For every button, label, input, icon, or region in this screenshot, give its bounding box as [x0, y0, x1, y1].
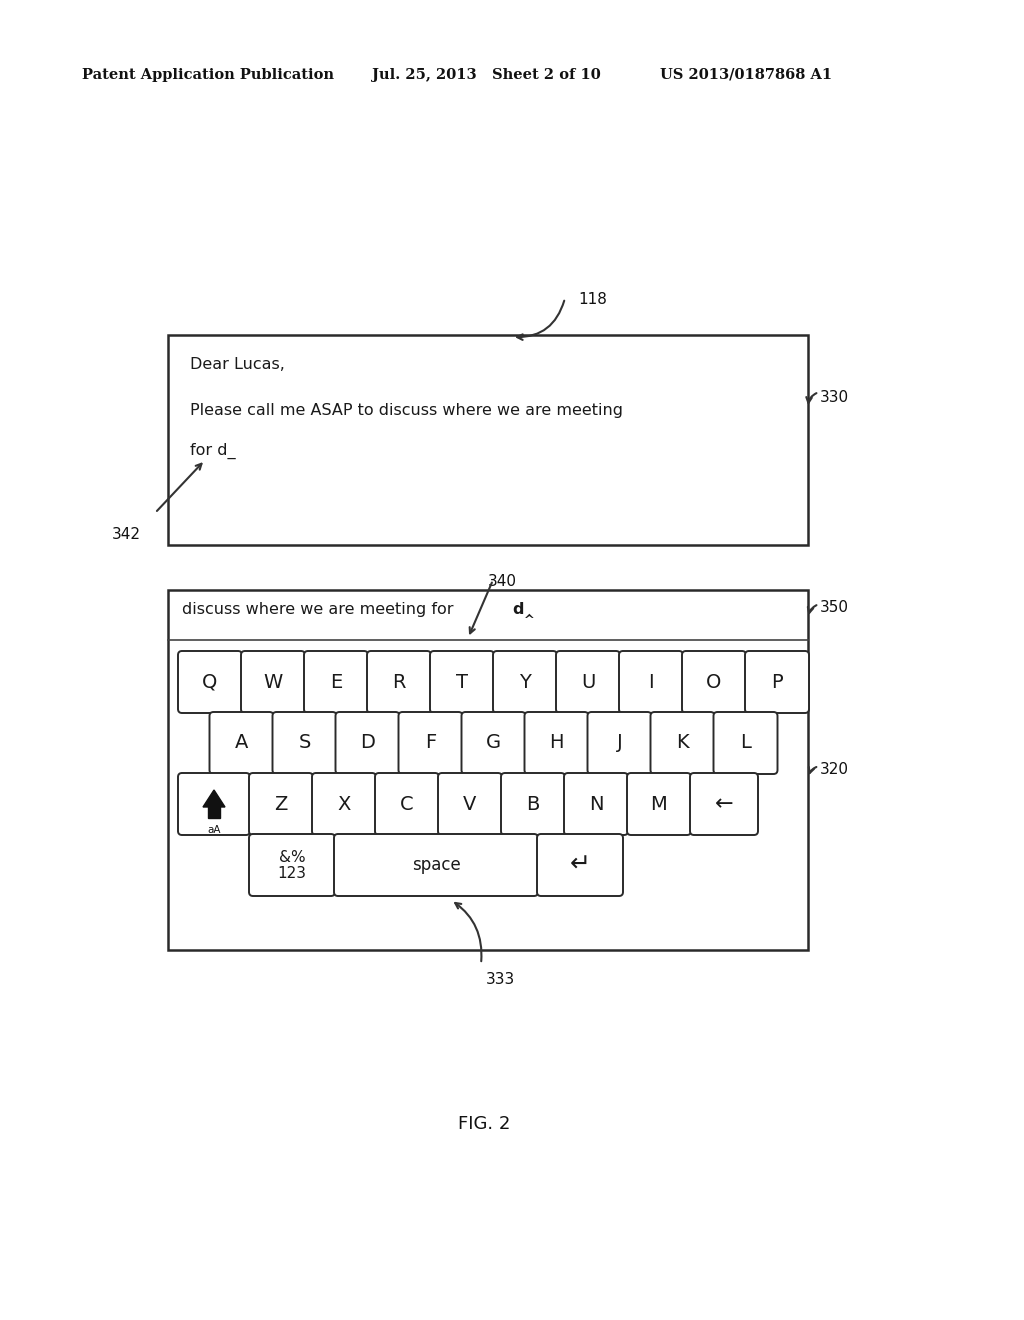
Text: W: W	[263, 672, 283, 692]
FancyBboxPatch shape	[334, 834, 538, 896]
Text: X: X	[337, 795, 350, 813]
Text: 118: 118	[578, 292, 607, 308]
Text: Please call me ASAP to discuss where we are meeting: Please call me ASAP to discuss where we …	[190, 403, 623, 418]
FancyBboxPatch shape	[588, 711, 651, 774]
Text: Patent Application Publication: Patent Application Publication	[82, 69, 334, 82]
Text: J: J	[616, 734, 623, 752]
Text: P: P	[771, 672, 782, 692]
Text: Y: Y	[519, 672, 530, 692]
Text: 350: 350	[820, 601, 849, 615]
FancyBboxPatch shape	[627, 774, 691, 836]
Text: 123: 123	[278, 866, 306, 880]
FancyBboxPatch shape	[690, 774, 758, 836]
FancyBboxPatch shape	[430, 651, 494, 713]
Text: 320: 320	[820, 762, 849, 777]
FancyBboxPatch shape	[682, 651, 746, 713]
FancyBboxPatch shape	[375, 774, 439, 836]
Text: 330: 330	[820, 389, 849, 405]
FancyBboxPatch shape	[537, 834, 623, 896]
Text: for d_: for d_	[190, 444, 236, 459]
FancyBboxPatch shape	[178, 774, 250, 836]
Text: Dear Lucas,: Dear Lucas,	[190, 356, 285, 372]
FancyBboxPatch shape	[178, 651, 242, 713]
Text: H: H	[549, 734, 564, 752]
Text: ↵: ↵	[569, 853, 591, 876]
FancyBboxPatch shape	[312, 774, 376, 836]
Text: aA: aA	[207, 825, 221, 836]
Text: N: N	[589, 795, 603, 813]
FancyBboxPatch shape	[564, 774, 628, 836]
Text: O: O	[707, 672, 722, 692]
Text: K: K	[676, 734, 689, 752]
Text: discuss where we are meeting for: discuss where we are meeting for	[182, 602, 459, 616]
Text: FIG. 2: FIG. 2	[458, 1115, 510, 1133]
FancyBboxPatch shape	[168, 590, 808, 950]
Bar	[208, 807, 220, 818]
Text: B: B	[526, 795, 540, 813]
FancyBboxPatch shape	[249, 834, 335, 896]
FancyBboxPatch shape	[714, 711, 777, 774]
FancyBboxPatch shape	[438, 774, 502, 836]
Text: I: I	[648, 672, 653, 692]
Text: Q: Q	[203, 672, 218, 692]
FancyBboxPatch shape	[501, 774, 565, 836]
Text: M: M	[650, 795, 668, 813]
FancyBboxPatch shape	[272, 711, 337, 774]
FancyBboxPatch shape	[745, 651, 809, 713]
FancyBboxPatch shape	[524, 711, 589, 774]
Text: &%: &%	[279, 850, 305, 865]
Text: R: R	[392, 672, 406, 692]
Text: Jul. 25, 2013   Sheet 2 of 10: Jul. 25, 2013 Sheet 2 of 10	[372, 69, 601, 82]
FancyBboxPatch shape	[241, 651, 305, 713]
Text: F: F	[425, 734, 436, 752]
Text: 333: 333	[486, 972, 515, 987]
Text: A: A	[234, 734, 248, 752]
FancyBboxPatch shape	[493, 651, 557, 713]
FancyBboxPatch shape	[210, 711, 273, 774]
FancyBboxPatch shape	[249, 774, 313, 836]
Text: C: C	[400, 795, 414, 813]
Text: U: U	[581, 672, 595, 692]
Text: Z: Z	[274, 795, 288, 813]
FancyBboxPatch shape	[304, 651, 368, 713]
Text: G: G	[486, 734, 501, 752]
Text: US 2013/0187868 A1: US 2013/0187868 A1	[660, 69, 833, 82]
Text: V: V	[463, 795, 477, 813]
FancyBboxPatch shape	[650, 711, 715, 774]
FancyBboxPatch shape	[556, 651, 620, 713]
FancyBboxPatch shape	[168, 335, 808, 545]
Text: d‸: d‸	[512, 602, 536, 618]
FancyBboxPatch shape	[618, 651, 683, 713]
Text: L: L	[740, 734, 751, 752]
Text: ←: ←	[715, 795, 733, 814]
Text: E: E	[330, 672, 342, 692]
Text: S: S	[298, 734, 310, 752]
FancyBboxPatch shape	[398, 711, 463, 774]
FancyBboxPatch shape	[462, 711, 525, 774]
FancyBboxPatch shape	[367, 651, 431, 713]
Text: D: D	[360, 734, 375, 752]
Text: 342: 342	[112, 527, 141, 543]
Text: T: T	[456, 672, 468, 692]
Polygon shape	[203, 789, 225, 807]
Text: space: space	[412, 855, 461, 874]
FancyBboxPatch shape	[336, 711, 399, 774]
Text: 340: 340	[488, 574, 517, 589]
